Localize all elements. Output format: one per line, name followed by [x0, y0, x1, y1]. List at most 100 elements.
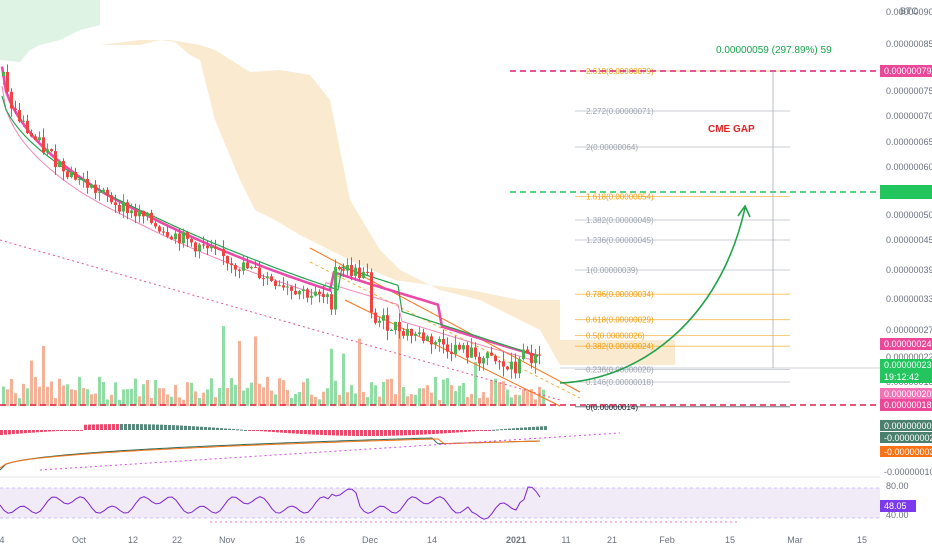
macd-hist: [320, 430, 323, 435]
candle: [406, 328, 409, 336]
macd-hist: [316, 430, 319, 435]
rsi-tick: 40.00: [886, 510, 909, 520]
price-chip: [880, 359, 932, 371]
macd-hist: [336, 430, 339, 436]
candle: [118, 204, 121, 212]
volume-bar: [26, 388, 29, 406]
candle: [482, 358, 485, 364]
candle: [354, 267, 357, 276]
macd-hist: [420, 430, 423, 435]
candle: [514, 361, 517, 374]
macd-hist: [100, 424, 103, 430]
volume-bar: [30, 360, 33, 406]
candle: [414, 333, 417, 336]
volume-bars: [2, 326, 545, 406]
macd-hist: [220, 428, 223, 430]
candle: [442, 338, 445, 345]
volume-bar: [94, 393, 97, 406]
volume-bar: [6, 389, 9, 406]
macd-hist: [48, 430, 51, 432]
rsi-value: 48.05: [884, 501, 907, 511]
candle: [146, 212, 149, 217]
macd-hist: [516, 427, 519, 430]
macd-hist: [376, 430, 379, 436]
rsi-tick: 80.00: [886, 481, 909, 491]
macd-hist: [188, 426, 191, 430]
price-tick: 0.00000027: [886, 325, 932, 335]
candle: [522, 349, 525, 360]
volume-bar: [294, 393, 297, 406]
fib-label: 1.618(0.00000054): [586, 193, 654, 202]
fib-label: 0.146(0.00000018): [586, 378, 654, 387]
candle: [6, 72, 9, 92]
volume-bar: [326, 388, 329, 406]
volume-bar: [446, 378, 449, 406]
volume-bar: [350, 385, 353, 406]
volume-bar: [194, 391, 197, 406]
volume-bar: [486, 397, 489, 406]
candle: [450, 351, 453, 355]
macd-hist: [232, 429, 235, 431]
projection-arrow: [559, 207, 746, 384]
rsi-line: [0, 486, 541, 520]
macd-hist: [144, 424, 147, 430]
macd-hist: [200, 426, 203, 430]
macd-hist: [432, 430, 435, 435]
candle: [14, 108, 17, 111]
volume-bar: [98, 376, 101, 406]
volume-bar: [382, 381, 385, 406]
price-tick: 0.00000050: [886, 210, 932, 220]
candle: [70, 171, 73, 178]
fib-label: 2.272(0.00000071): [586, 107, 654, 116]
price-tick: 0.00000039: [886, 265, 932, 275]
candle: [22, 120, 25, 122]
candle: [266, 276, 269, 279]
time-axis[interactable]: 4 Oct 12 22 Nov 16 Dec 14 2021 11 21 Feb 15 Mar 15: [0, 530, 932, 550]
time-tick: Mar: [787, 535, 803, 545]
macd-hist: [436, 430, 439, 434]
macd-hist: [52, 430, 55, 432]
volume-bar: [534, 399, 537, 406]
volume-bar: [246, 387, 249, 406]
candle: [222, 249, 225, 257]
candle: [378, 320, 381, 323]
volume-bar: [250, 382, 253, 406]
volume-bar: [170, 396, 173, 406]
candle: [506, 366, 509, 370]
volume-bar: [138, 396, 141, 406]
volume-bar: [242, 390, 245, 406]
candle: [246, 262, 249, 269]
macd-hist: [20, 430, 23, 434]
candle: [82, 178, 85, 180]
candle: [46, 149, 49, 153]
candle: [510, 361, 513, 370]
volume-bar: [230, 378, 233, 406]
candle: [530, 353, 533, 364]
volume-bar: [82, 388, 85, 406]
volume-bar: [426, 385, 429, 406]
volume-bar: [130, 388, 133, 406]
time-tick: 22: [172, 535, 182, 545]
candle: [54, 151, 57, 168]
candle: [322, 294, 325, 297]
time-tick: Oct: [72, 535, 87, 545]
volume-bar: [18, 398, 21, 406]
candle: [426, 336, 429, 341]
volume-bar: [506, 389, 509, 406]
volume-bar: [182, 399, 185, 406]
time-tick: 12: [128, 535, 138, 545]
macd-hist: [412, 430, 415, 436]
macd-tick: -0.00000003: [884, 447, 932, 457]
price-axis[interactable]: 0.00000090 0.00000085 0.00000079 0.00000075…: [880, 0, 932, 550]
macd-hist: [264, 430, 267, 432]
volume-bar: [330, 348, 333, 406]
volume-bar: [490, 380, 493, 406]
candle: [358, 267, 361, 279]
volume-bar: [302, 382, 305, 406]
candle: [374, 312, 377, 323]
volume-bar: [346, 392, 349, 406]
macd-hist: [192, 426, 195, 430]
volume-bar: [142, 384, 145, 406]
macd-hist: [380, 430, 383, 436]
volume-bar: [126, 389, 129, 406]
